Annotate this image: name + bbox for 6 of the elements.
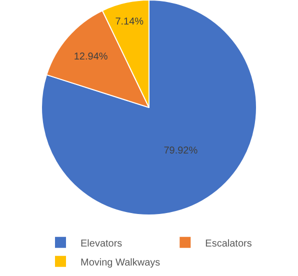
data-label: 12.94% <box>74 51 108 62</box>
data-label: 79.92% <box>164 145 198 156</box>
data-label: 7.14% <box>115 16 144 28</box>
legend-label: Elevators <box>80 238 122 250</box>
legend-label: Escalators <box>205 238 252 250</box>
legend-label: Moving Walkways <box>80 257 160 268</box>
